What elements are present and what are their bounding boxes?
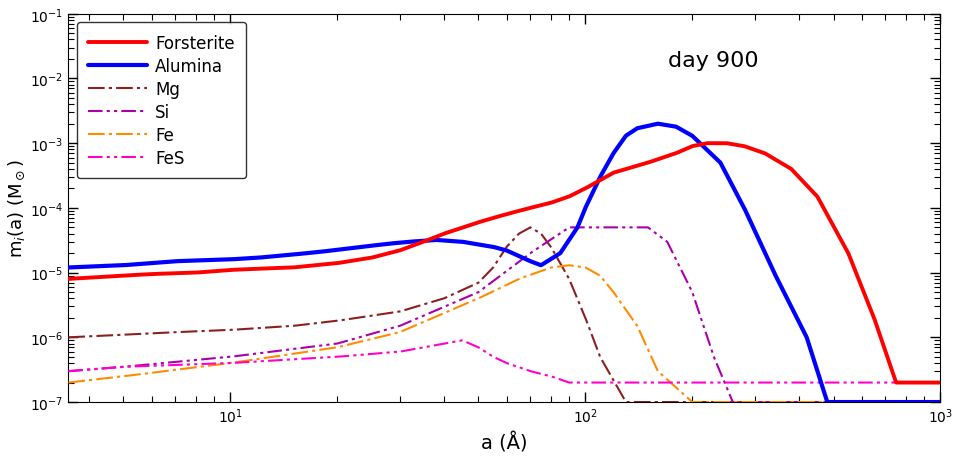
Forsterite <box>910 380 922 386</box>
FeS <box>910 380 922 386</box>
Line: Si: Si <box>68 228 941 402</box>
Line: Mg: Mg <box>68 228 941 402</box>
Alumina <box>935 399 947 405</box>
FeS <box>108 365 119 370</box>
Mg <box>487 266 498 271</box>
Si <box>564 225 575 230</box>
Alumina <box>910 399 922 405</box>
Forsterite <box>935 380 947 386</box>
Mg <box>910 399 922 405</box>
Mg <box>620 399 632 405</box>
Mg <box>524 225 536 230</box>
Forsterite <box>891 380 902 386</box>
FeS <box>487 354 498 359</box>
Fe <box>564 263 575 269</box>
Line: Forsterite: Forsterite <box>68 144 941 383</box>
Si <box>62 369 74 374</box>
Forsterite <box>910 380 922 386</box>
FeS <box>910 380 922 386</box>
Si <box>487 279 498 285</box>
Line: FeS: FeS <box>68 341 941 383</box>
Mg <box>910 399 922 405</box>
Alumina <box>108 263 119 269</box>
Fe <box>487 289 498 295</box>
Fe <box>687 399 699 405</box>
Fe <box>108 375 119 381</box>
Mg <box>750 399 761 405</box>
Forsterite <box>464 223 475 229</box>
Alumina <box>464 241 475 246</box>
Alumina <box>750 230 761 235</box>
FeS <box>62 369 74 374</box>
FeS <box>935 380 947 386</box>
FeS <box>457 338 468 343</box>
FeS <box>750 380 761 386</box>
Fe <box>910 399 922 405</box>
Alumina <box>652 122 663 127</box>
Si <box>910 399 922 405</box>
Line: Alumina: Alumina <box>68 124 941 402</box>
Si <box>935 399 947 405</box>
Mg <box>464 285 475 290</box>
Forsterite <box>750 148 761 153</box>
Alumina <box>487 245 498 250</box>
Forsterite <box>487 216 498 221</box>
Forsterite <box>108 274 119 280</box>
Si <box>464 294 475 299</box>
Text: day 900: day 900 <box>668 51 759 71</box>
Fe <box>750 399 761 405</box>
Line: Fe: Fe <box>68 266 941 402</box>
Alumina <box>62 265 74 271</box>
Mg <box>108 333 119 338</box>
Mg <box>935 399 947 405</box>
Fe <box>910 399 922 405</box>
Si <box>108 365 119 370</box>
FeS <box>464 341 475 347</box>
Legend: Forsterite, Alumina, Mg, Si, Fe, FeS: Forsterite, Alumina, Mg, Si, Fe, FeS <box>77 23 247 179</box>
FeS <box>564 380 575 386</box>
X-axis label: a (Å): a (Å) <box>481 431 528 452</box>
Fe <box>935 399 947 405</box>
Si <box>750 399 761 405</box>
Mg <box>62 335 74 340</box>
Alumina <box>910 399 922 405</box>
Y-axis label: m$_i$(a) (M$_\odot$): m$_i$(a) (M$_\odot$) <box>7 159 27 257</box>
Forsterite <box>702 141 713 146</box>
Fe <box>464 300 475 305</box>
Forsterite <box>62 276 74 282</box>
Si <box>727 399 738 405</box>
Si <box>910 399 922 405</box>
Fe <box>62 380 74 386</box>
Alumina <box>822 399 833 405</box>
